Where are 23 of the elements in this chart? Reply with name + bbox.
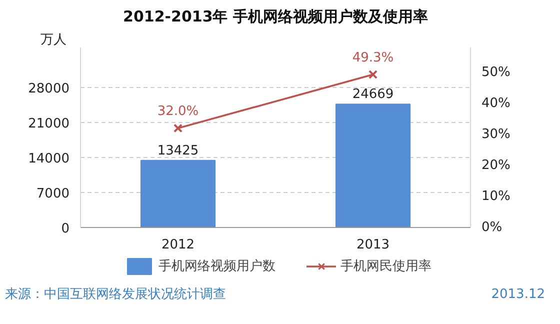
y-tick-label: 7000 [36,186,70,202]
x-tick-label: 2012 [161,238,195,252]
x-tick-label: 2013 [356,238,390,252]
y2-tick-label: 40% [482,96,510,111]
data-label: 49.3% [352,50,394,66]
data-label: 32.0% [157,104,199,120]
y-tick-label: 28000 [28,82,70,96]
y2-tick-label: 20% [482,158,510,173]
y-axis-title: 万人 [40,32,66,48]
chart-title: 2012-2013年 手机网络视频用户数及使用率 [123,8,428,26]
y-tick-label: 14000 [28,152,70,166]
text: 2013.12 [491,286,545,304]
source-note: 来源：中国互联网络发展状况统计调查 [5,286,226,304]
y2-tick-label: 10% [482,188,510,204]
legend-label: 手机网络视频用户数 [158,258,276,275]
data-label: 24669 [352,87,394,102]
y-tick-label: 21000 [28,116,70,132]
y2-tick-label: 50% [482,64,510,80]
legend-label: 手机网民使用率 [340,258,432,275]
data-label: 13425 [157,143,199,158]
y-tick-label: 0 [61,222,70,236]
y2-tick-label: 0% [482,220,502,235]
y2-tick-label: 30% [482,126,510,142]
